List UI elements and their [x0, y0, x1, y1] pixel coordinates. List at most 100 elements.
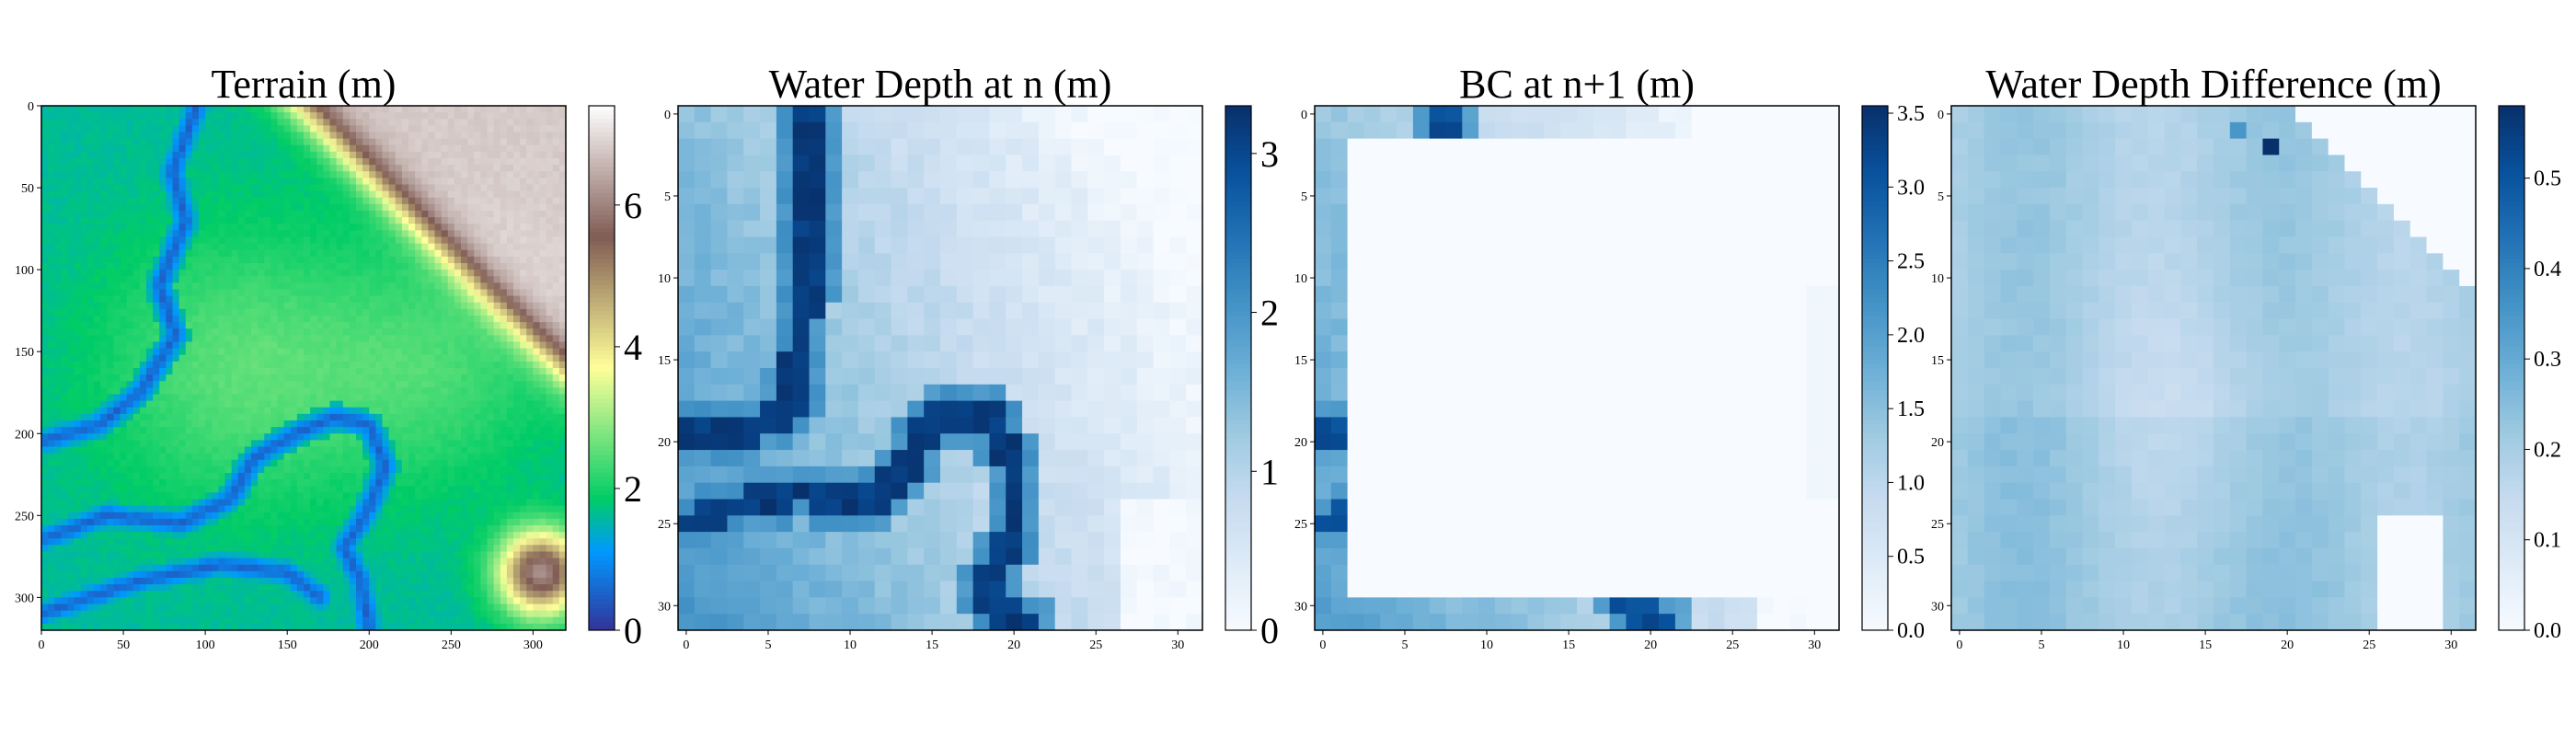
heatmap-cell [67, 125, 75, 132]
heatmap-cell [526, 295, 534, 304]
heatmap-cell [159, 466, 167, 474]
heatmap-cell [329, 270, 338, 277]
heatmap-cell [461, 165, 468, 172]
heatmap-cell [552, 486, 560, 493]
heatmap-cell [316, 138, 324, 146]
heatmap-cell [166, 171, 173, 178]
heatmap-cell [41, 446, 49, 454]
heatmap-cell [166, 190, 173, 199]
heatmap-cell [270, 427, 278, 434]
heatmap-cell [251, 374, 259, 382]
heatmap-cell [546, 479, 554, 487]
heatmap-cell [428, 453, 435, 461]
heatmap-cell [474, 316, 481, 323]
heatmap-cell [375, 316, 383, 323]
heatmap-cell [493, 348, 501, 356]
heatmap-cell [139, 138, 147, 146]
heatmap-cell [146, 473, 154, 480]
heatmap-cell [120, 270, 128, 277]
heatmap-cell [447, 433, 455, 441]
heatmap-cell [94, 407, 101, 415]
heatmap-cell [120, 302, 128, 310]
heatmap-cell [316, 407, 324, 415]
heatmap-cell [506, 505, 514, 513]
heatmap-cell [526, 374, 534, 382]
heatmap-cell [546, 158, 554, 166]
heatmap-cell [231, 328, 239, 336]
heatmap-cell [231, 151, 239, 159]
heatmap-cell [546, 256, 554, 264]
heatmap-cell [474, 361, 481, 369]
heatmap-cell [421, 295, 429, 304]
heatmap-cell [270, 144, 278, 153]
heatmap-cell [218, 171, 225, 178]
heatmap-cell [41, 499, 49, 507]
heatmap-cell [520, 132, 527, 140]
heatmap-cell [336, 328, 344, 336]
heatmap-cell [86, 335, 95, 342]
heatmap-cell [513, 322, 521, 329]
heatmap-cell [107, 433, 114, 441]
heatmap-cell [277, 328, 285, 336]
heatmap-cell [336, 138, 344, 146]
heatmap-cell [369, 263, 376, 270]
heatmap-cell [362, 282, 370, 290]
heatmap-cell [199, 381, 206, 388]
heatmap-cell [382, 224, 390, 231]
heatmap-cell [67, 348, 75, 356]
heatmap-cell [100, 190, 108, 199]
heatmap-cell [388, 479, 397, 487]
heatmap-cell [526, 394, 534, 402]
heatmap-cell [415, 190, 422, 199]
heatmap-cell [41, 171, 49, 178]
heatmap-cell [191, 316, 200, 323]
heatmap-cell [395, 459, 403, 467]
heatmap-cell [277, 249, 285, 258]
heatmap-cell [41, 211, 49, 218]
heatmap-cell [185, 178, 193, 185]
heatmap-cell [41, 289, 49, 297]
heatmap-cell [258, 400, 265, 408]
heatmap-cell [349, 453, 357, 461]
heatmap-cell [487, 302, 495, 310]
heatmap-cell [244, 400, 252, 408]
heatmap-cell [212, 230, 219, 237]
heatmap-cell [362, 354, 370, 362]
heatmap-cell [533, 256, 540, 264]
heatmap-cell [146, 387, 154, 395]
heatmap-cell [74, 486, 82, 493]
heatmap-cell [224, 178, 233, 185]
heatmap-cell [474, 158, 481, 166]
heatmap-cell [310, 197, 317, 205]
heatmap-cell [80, 132, 88, 140]
heatmap-cell [41, 236, 49, 245]
heatmap-cell [244, 144, 252, 153]
heatmap-cell [375, 230, 383, 237]
heatmap-cell [480, 276, 488, 283]
heatmap-cell [323, 368, 330, 375]
heatmap-cell [395, 433, 403, 441]
heatmap-cell [178, 270, 187, 277]
heatmap-cell [546, 236, 554, 245]
heatmap-cell [94, 348, 101, 356]
heatmap-cell [224, 427, 233, 434]
heatmap-cell [467, 440, 475, 447]
heatmap-cell [67, 217, 75, 224]
heatmap-cell [251, 394, 259, 402]
heatmap-cell [375, 466, 383, 474]
heatmap-cell [159, 165, 167, 172]
heatmap-cell [447, 184, 455, 192]
heatmap-cell [356, 190, 363, 199]
heatmap-cell [500, 453, 508, 461]
heatmap-cell [428, 230, 435, 237]
heatmap-cell [120, 197, 128, 205]
heatmap-cell [277, 184, 285, 192]
heatmap-cell [526, 224, 534, 231]
heatmap-cell [447, 473, 455, 480]
heatmap-cell [356, 368, 363, 375]
heatmap-cell [107, 282, 114, 290]
heatmap-cell [61, 354, 68, 362]
heatmap-cell [251, 407, 259, 415]
heatmap-cell [172, 354, 180, 362]
heatmap-cell [74, 125, 82, 132]
